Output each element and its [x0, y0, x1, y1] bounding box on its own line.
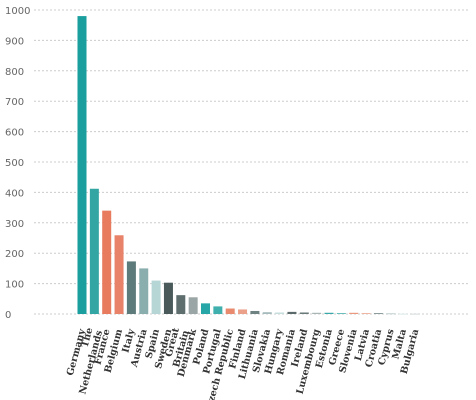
y-tick-label: 100	[5, 280, 24, 291]
bar-slovenia	[349, 312, 359, 314]
y-tick-label: 200	[5, 249, 24, 260]
y-axis-tick-labels: 0 100 200 300 400 500 600 700 800 900 1000	[5, 6, 30, 321]
bar-luxembourg	[312, 312, 322, 314]
bar-france	[102, 210, 112, 314]
y-tick-label: 1000	[5, 6, 30, 17]
y-tick-label: 0	[5, 310, 11, 321]
bar-greece	[336, 313, 346, 314]
y-tick-label: 700	[5, 97, 24, 108]
bar-great-britain	[176, 295, 186, 314]
x-tick-label-line: The	[80, 327, 96, 349]
bar-italy	[126, 261, 136, 314]
bar-romania	[287, 311, 297, 314]
y-tick-label: 500	[5, 158, 24, 169]
y-tick-label: 400	[5, 188, 24, 199]
bar-czech-republic	[225, 308, 235, 314]
y-tick-label: 600	[5, 128, 24, 139]
bar-cyprus	[386, 313, 396, 315]
bar-ireland	[299, 312, 309, 314]
bars	[77, 16, 420, 315]
bar-latvia	[361, 313, 371, 314]
bar-poland	[201, 303, 210, 314]
bar-germany	[77, 16, 87, 315]
bar-austria	[139, 268, 149, 314]
grid-lines	[34, 9, 470, 315]
bar-estonia	[324, 312, 334, 314]
bar-lithuania	[250, 310, 260, 314]
bar-belgium	[114, 235, 124, 314]
bar-the-netherlands	[89, 188, 99, 314]
bar-spain	[151, 280, 161, 314]
bar-croatia	[373, 313, 383, 314]
bar-slovakia	[262, 312, 272, 314]
y-tick-label: 900	[5, 36, 24, 47]
x-axis-category-labels: GermanyTheNetherlandsFranceBelgiumItalyA…	[65, 326, 421, 400]
bar-bulgaria	[410, 313, 420, 315]
bar-portugal	[213, 306, 223, 314]
y-tick-label: 800	[5, 67, 24, 78]
bar-hungary	[275, 312, 285, 314]
bar-sweden	[163, 282, 173, 314]
bar-finland	[238, 309, 248, 314]
bar-malta	[398, 313, 408, 315]
y-tick-label: 300	[5, 219, 24, 230]
bar-denmark	[188, 297, 198, 314]
